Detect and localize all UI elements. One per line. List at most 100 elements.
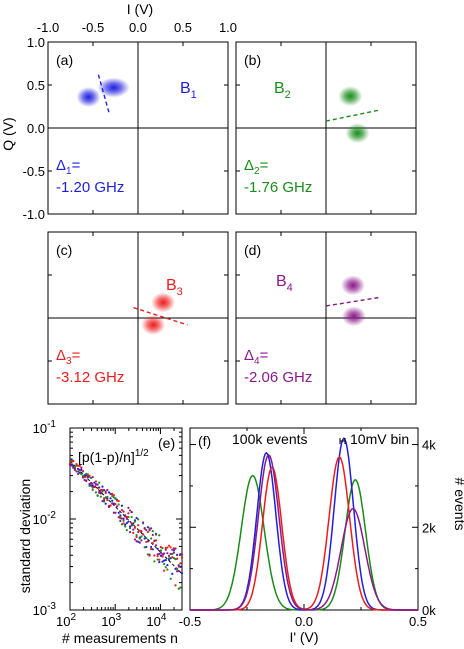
std-point (132, 522, 135, 525)
std-point (102, 497, 106, 500)
state-subscript: 3 (177, 286, 183, 298)
panel-f-annotation: 100k events (232, 431, 308, 447)
std-point (78, 471, 81, 474)
std-point (143, 527, 146, 530)
y-tick-label: 10-1 (33, 419, 57, 436)
std-point (176, 570, 179, 573)
std-point (135, 516, 138, 520)
std-point (140, 539, 143, 542)
std-point (180, 556, 184, 559)
std-point (156, 547, 159, 550)
delta-subscript: 4 (254, 356, 260, 367)
std-point (166, 568, 169, 571)
std-point (176, 567, 179, 571)
std-point (107, 505, 111, 508)
std-point (102, 498, 106, 502)
std-point (120, 517, 124, 520)
histogram-series (190, 456, 418, 611)
std-point (171, 572, 174, 576)
std-point (130, 524, 133, 527)
panel-letter: (c) (56, 242, 72, 258)
std-point (91, 484, 94, 487)
std-point (180, 572, 184, 575)
std-point (156, 553, 159, 556)
std-point (137, 530, 140, 534)
std-point (83, 478, 86, 482)
std-point (141, 521, 145, 524)
state-blob (76, 87, 101, 108)
std-point (124, 523, 127, 526)
std-point (154, 544, 158, 547)
std-point (124, 525, 127, 528)
std-point (154, 533, 158, 536)
panel-f: -0.5 0.0 0.50k 2k 4k (f) 100k events 10mV bin (179, 427, 436, 629)
std-point (106, 495, 109, 499)
std-point (78, 464, 81, 467)
panel-letter: (b) (244, 52, 261, 68)
std-point (128, 530, 132, 534)
std-point (135, 535, 138, 539)
std-point (150, 547, 153, 551)
std-point (68, 463, 72, 466)
std-point (166, 552, 169, 555)
y-tick-exponent: -2 (47, 510, 56, 521)
std-point (120, 508, 124, 512)
iq-panel-a: (a) B1 Δ1= -1.20 GHz (47, 41, 229, 215)
std-point (86, 475, 89, 478)
left-tick-label: 0.0 (27, 121, 45, 136)
std-point (163, 562, 166, 566)
std-point (166, 563, 169, 567)
std-point (112, 511, 115, 514)
std-point (148, 527, 151, 530)
panel-f-ylabel: # events (452, 478, 464, 531)
std-point (140, 535, 143, 538)
std-point (180, 553, 184, 556)
state-blob (341, 275, 365, 296)
std-point (70, 464, 73, 467)
std-point (85, 479, 88, 483)
std-point (114, 511, 117, 514)
left-axis-label: Q (V) (0, 117, 16, 150)
histogram-series (190, 453, 418, 611)
std-point (124, 514, 127, 517)
std-point (80, 472, 83, 476)
std-point (127, 515, 130, 519)
std-point (137, 524, 140, 527)
detuning-value: -1.76 GHz (244, 179, 312, 196)
std-point (159, 554, 162, 557)
std-point (94, 480, 98, 483)
top-tick-label: -0.5 (82, 20, 104, 35)
std-point (109, 504, 112, 507)
std-point (137, 518, 140, 521)
std-point (83, 475, 86, 478)
std-point (167, 554, 171, 558)
x-tick-exponent: 4 (161, 612, 167, 623)
left-tick-label: 0.5 (27, 78, 45, 93)
std-point (148, 529, 151, 532)
state-blob (338, 86, 363, 107)
std-point (128, 527, 132, 530)
panel-e-ylabel: standard deviation (17, 479, 33, 593)
delta-label: Δ3= (56, 347, 81, 367)
std-point (130, 522, 133, 525)
std-point (81, 476, 85, 479)
panel-f-xlabel: I' (V) (289, 629, 318, 645)
std-point (167, 544, 171, 547)
std-point (148, 554, 151, 557)
std-point (156, 558, 159, 561)
std-point (72, 460, 75, 463)
histogram-series (190, 474, 418, 611)
std-point (106, 498, 109, 502)
std-point (146, 540, 150, 543)
left-tick-label: -0.5 (23, 164, 45, 179)
y-tick-label: 4k (422, 438, 436, 453)
x-tick-label: -0.5 (179, 614, 201, 629)
std-point (146, 530, 150, 534)
std-point (88, 482, 91, 486)
std-point (151, 529, 154, 533)
x-tick-exponent: 3 (116, 612, 122, 623)
delta-equals: = (260, 157, 269, 174)
std-point (125, 521, 128, 525)
x-tick-label: 102 (56, 612, 76, 629)
